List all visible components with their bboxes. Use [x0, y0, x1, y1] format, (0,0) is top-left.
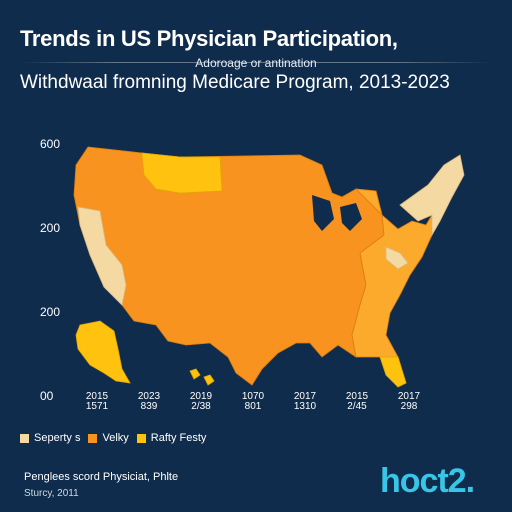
source-date: Sturcy, 2011 — [24, 488, 79, 499]
x-label: 2015 1571 — [75, 392, 119, 412]
y-tick-label: 600 — [40, 137, 61, 151]
legend-item: Seperty s — [20, 432, 80, 444]
x-label-value: 801 — [244, 401, 262, 412]
legend-label: Seperty s — [34, 432, 81, 444]
map-region-california — [77, 206, 127, 306]
us-map — [73, 146, 465, 388]
y-tick-label: 200 — [40, 221, 61, 235]
chart-subtitle: Withdwaal fromning Medicare Program, 201… — [20, 72, 450, 93]
legend-item: Rafty Festy — [136, 432, 207, 444]
x-label-value: 839 — [140, 401, 158, 412]
legend-swatch — [88, 433, 98, 443]
x-label-value: 298 — [400, 401, 418, 412]
x-label: 2019 2/38 — [179, 392, 223, 412]
legend-label: Rafty Festy — [150, 432, 207, 444]
map-legend: Seperty s Velky Rafty Festy — [20, 432, 214, 444]
x-label-value: 1571 — [85, 401, 109, 412]
map-great-lakes — [312, 195, 362, 231]
x-label-year: 2019 — [189, 391, 213, 402]
legend-label: Velky — [102, 432, 129, 444]
x-label: 2023 839 — [127, 392, 171, 412]
title-divider — [20, 62, 492, 63]
y-tick-label: 200 — [40, 305, 61, 319]
x-label-year: 2015 — [85, 391, 109, 402]
y-tick-label: 00 — [40, 389, 54, 403]
x-label-value: 2/45 — [347, 401, 367, 412]
x-label-year: 2017 — [397, 391, 421, 402]
map-region-northeast — [399, 154, 465, 237]
brand-logo: hoct2. — [380, 462, 475, 500]
x-label-value: 1310 — [293, 401, 317, 412]
map-region-florida — [379, 356, 407, 388]
x-label: 2017 1310 — [283, 392, 327, 412]
legend-swatch — [136, 433, 146, 443]
x-label-year: 2017 — [293, 391, 317, 402]
x-label: 2017 298 — [387, 392, 431, 412]
x-label-year: 2023 — [137, 391, 161, 402]
map-region-east — [351, 188, 433, 384]
x-label-year: 2015 — [345, 391, 369, 402]
map-region-mid-atlantic — [385, 246, 409, 270]
x-label-value: 2/38 — [191, 401, 211, 412]
legend-item: Velky — [88, 432, 129, 444]
chart-small-subtitle: Adoroage or antination — [195, 56, 317, 70]
map-region-montana — [141, 152, 223, 194]
x-label: 2015 2/45 — [335, 392, 379, 412]
x-label: 1070 801 — [231, 392, 275, 412]
x-label-year: 1070 — [241, 391, 265, 402]
chart-title: Trends in US Physician Participation, — [20, 26, 398, 51]
source-line: Penglees scord Physiciat, Phlte — [24, 471, 179, 483]
map-region-alaska — [75, 320, 131, 384]
map-region-hawaii — [189, 368, 215, 386]
x-axis-labels: 2015 1571 2023 839 2019 2/38 1070 801 20… — [75, 392, 435, 416]
legend-swatch — [20, 433, 29, 443]
